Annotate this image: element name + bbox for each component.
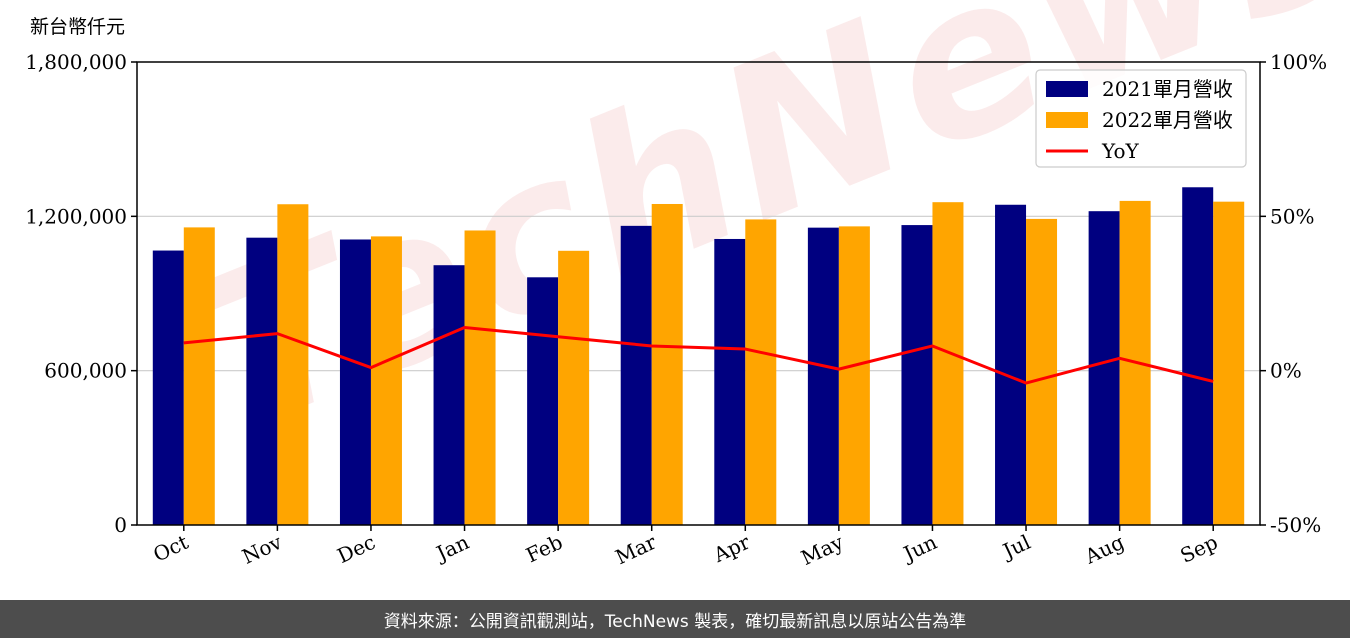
yoy-line xyxy=(183,325,1214,385)
x-tick-label: Jan xyxy=(431,530,473,567)
right-tick-label: 0% xyxy=(1270,359,1302,383)
bar-2022-apr xyxy=(745,219,777,526)
bar-2022-may xyxy=(838,226,870,526)
bar-2021-dec xyxy=(339,239,371,525)
bars xyxy=(152,187,1245,526)
bar-2021-aug xyxy=(1088,211,1120,525)
bar-2022-jul xyxy=(1026,218,1058,525)
left-tick-label: 600,000 xyxy=(44,359,127,383)
left-tick-label: 1,800,000 xyxy=(25,50,127,74)
x-tick-label: Aug xyxy=(1080,530,1128,569)
bar-2022-oct xyxy=(183,227,215,525)
bar-2022-dec xyxy=(370,236,402,525)
right-tick-label: 100% xyxy=(1270,50,1327,74)
left-tick-label: 1,200,000 xyxy=(25,204,127,228)
x-tick-label: Dec xyxy=(334,530,380,568)
bar-2022-nov xyxy=(277,204,309,525)
legend-box xyxy=(1035,69,1247,168)
bar-2021-jun xyxy=(901,225,933,525)
x-tick-label: Jul xyxy=(997,530,1034,564)
x-tick-label: Sep xyxy=(1176,530,1221,568)
bar-2021-sep xyxy=(1182,187,1214,526)
bar-2021-jan xyxy=(433,265,465,525)
x-tick-label: May xyxy=(797,529,847,570)
bar-2022-feb xyxy=(558,250,590,525)
footer-source: 資料來源：公開資訊觀測站，TechNews 製表，確切最新訊息以原站公告為準 xyxy=(0,600,1350,638)
bar-2021-apr xyxy=(714,238,746,526)
bar-2021-feb xyxy=(527,277,559,525)
bar-2021-may xyxy=(807,227,839,525)
y-axis-label: 新台幣仟元 xyxy=(30,16,125,38)
bar-2021-nov xyxy=(246,237,278,525)
legend-swatch xyxy=(1046,112,1088,128)
right-tick-label: -50% xyxy=(1270,513,1321,537)
legend-label: 2021單月營收 xyxy=(1102,77,1233,101)
bar-2021-mar xyxy=(620,225,652,525)
legend-label: YoY xyxy=(1101,139,1140,163)
x-tick-label: Oct xyxy=(149,530,191,567)
right-tick-label: 50% xyxy=(1270,204,1314,228)
x-tick-label: Nov xyxy=(238,529,286,568)
bar-2021-oct xyxy=(152,250,184,525)
plot-frame xyxy=(136,61,1261,526)
legend-label: 2022單月營收 xyxy=(1102,108,1233,132)
x-tick-label: Jun xyxy=(898,530,941,567)
x-tick-label: Apr xyxy=(709,530,754,568)
legend-swatch xyxy=(1046,81,1088,97)
bar-2022-jan xyxy=(464,230,496,525)
revenue-chart: 0 600,000 1,200,000 1,800,000 -50% 0% 50% 100%… xyxy=(25,16,1327,570)
right-axis: -50% 0% 50% 100% xyxy=(1260,50,1327,537)
bar-2022-sep xyxy=(1213,201,1245,525)
x-axis: Oct Nov Dec Jan Feb Mar Apr May Jun Jul Aug Sep xyxy=(149,525,1221,570)
bar-2022-mar xyxy=(651,203,683,525)
bar-2022-jun xyxy=(932,202,964,526)
left-axis: 0 600,000 1,200,000 1,800,000 xyxy=(25,50,137,537)
bar-2021-jul xyxy=(995,204,1027,525)
x-tick-label: Feb xyxy=(522,530,566,568)
legend: 2021單月營收 2022單月營收 YoY xyxy=(1035,69,1247,168)
x-tick-label: Mar xyxy=(612,530,661,570)
yoy-line-layer xyxy=(183,325,1214,385)
left-tick-label: 0 xyxy=(114,513,127,537)
